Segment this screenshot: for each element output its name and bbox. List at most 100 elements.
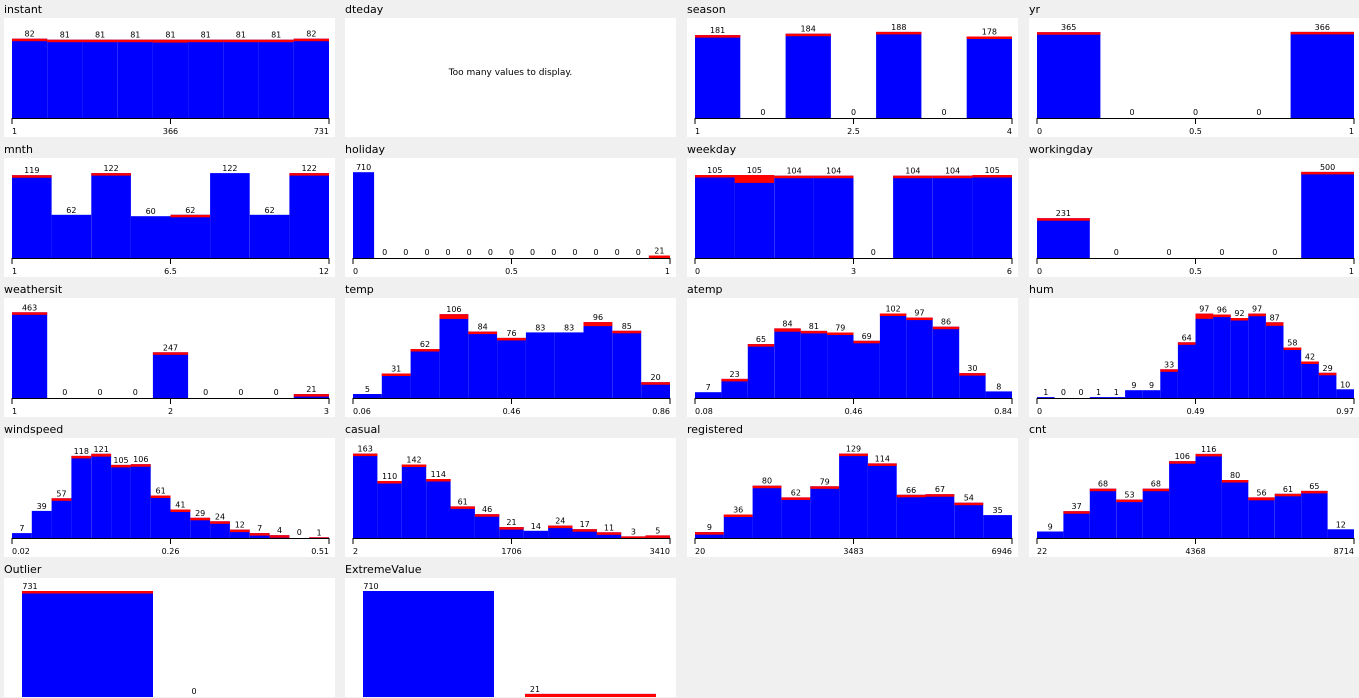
histogram-bar[interactable] xyxy=(450,506,475,538)
panel-weathersit[interactable]: weathersit 463 0 0 0 247 0 0 0 21 1 2 3 xyxy=(2,282,336,417)
histogram-bar[interactable] xyxy=(1221,480,1249,538)
histogram-bar[interactable] xyxy=(1125,390,1143,398)
histogram-bar[interactable] xyxy=(381,373,411,399)
histogram-bar[interactable] xyxy=(985,391,1012,398)
histogram-bar[interactable] xyxy=(1063,511,1090,538)
panel-casual[interactable]: casual 163 110 142 114 61 46 21 14 24 17 11 3 5 2 1706 3… xyxy=(343,422,677,557)
histogram-bar[interactable] xyxy=(695,532,724,538)
histogram-bar[interactable] xyxy=(612,330,642,398)
panel-instant[interactable]: instant 82 81 81 81 81 81 81 81 82 1 366 731 xyxy=(2,2,336,137)
histogram-bar[interactable] xyxy=(130,464,151,538)
histogram-bar[interactable] xyxy=(972,175,1012,258)
histogram-bar[interactable] xyxy=(695,392,722,398)
histogram-bar[interactable] xyxy=(867,463,897,538)
histogram-bar[interactable] xyxy=(721,378,748,398)
histogram-bar[interactable] xyxy=(1089,488,1117,538)
histogram-bar[interactable] xyxy=(1107,397,1125,398)
histogram-bar[interactable] xyxy=(1290,31,1354,118)
histogram-bar[interactable] xyxy=(1142,488,1170,538)
histogram-bar[interactable] xyxy=(1116,499,1143,538)
histogram-bar[interactable] xyxy=(1274,493,1302,538)
histogram-bar[interactable] xyxy=(188,39,224,119)
histogram-bar[interactable] xyxy=(810,486,840,538)
panel-holiday[interactable]: holiday 710 0 0 0 0 0 0 0 0 0 0 0 0 0 21 0 0.5 1 xyxy=(343,142,677,277)
histogram-bar[interactable] xyxy=(363,591,494,697)
histogram-bar[interactable] xyxy=(781,497,811,538)
histogram-bar[interactable] xyxy=(596,532,622,538)
histogram-bar[interactable] xyxy=(925,494,955,538)
histogram-bar[interactable] xyxy=(51,498,72,538)
histogram-bar[interactable] xyxy=(223,39,259,119)
histogram-bar[interactable] xyxy=(170,509,191,539)
panel-outlier[interactable]: Outlier 731 0 xyxy=(2,562,336,697)
histogram-bar[interactable] xyxy=(1248,497,1275,538)
histogram-bar[interactable] xyxy=(876,31,922,118)
histogram-bar[interactable] xyxy=(47,39,83,119)
histogram-bar[interactable] xyxy=(497,337,526,398)
panel-dteday[interactable]: dteday Too many values to display. xyxy=(343,2,677,137)
histogram-bar[interactable] xyxy=(401,464,427,539)
histogram-bar[interactable] xyxy=(774,328,801,398)
histogram-bar[interactable] xyxy=(1301,171,1354,258)
histogram-bar[interactable] xyxy=(170,214,211,258)
histogram-bar[interactable] xyxy=(932,175,973,258)
histogram-bar[interactable] xyxy=(410,349,440,398)
histogram-bar[interactable] xyxy=(111,464,131,538)
histogram-bar[interactable] xyxy=(22,591,153,697)
histogram-bar[interactable] xyxy=(723,514,753,539)
histogram-bar[interactable] xyxy=(827,332,854,399)
histogram-bar[interactable] xyxy=(747,344,775,398)
histogram-bar[interactable] xyxy=(353,394,382,398)
histogram-bar[interactable] xyxy=(1195,453,1222,538)
histogram-bar[interactable] xyxy=(893,175,933,258)
histogram-bar[interactable] xyxy=(12,312,48,398)
histogram-bar[interactable] xyxy=(774,175,814,258)
histogram-bar[interactable] xyxy=(91,173,131,258)
histogram-bar[interactable] xyxy=(554,332,584,398)
histogram-bar[interactable] xyxy=(293,38,329,119)
histogram-bar[interactable] xyxy=(695,35,741,118)
histogram-bar[interactable] xyxy=(1265,322,1284,398)
histogram-bar[interactable] xyxy=(734,175,775,258)
histogram-bar[interactable] xyxy=(12,533,32,538)
panel-yr[interactable]: yr 365 0 0 0 366 0 0.5 1 xyxy=(1027,2,1359,137)
histogram-bar[interactable] xyxy=(983,515,1012,538)
histogram-bar[interactable] xyxy=(1142,390,1161,398)
histogram-bar[interactable] xyxy=(190,517,211,538)
panel-workingday[interactable]: workingday 231 0 0 0 0 500 0 0.5 1 xyxy=(1027,142,1359,277)
histogram-bar[interactable] xyxy=(839,453,868,538)
histogram-bar[interactable] xyxy=(150,495,171,539)
histogram-bar[interactable] xyxy=(130,216,171,258)
histogram-bar[interactable] xyxy=(1177,342,1196,398)
histogram-bar[interactable] xyxy=(229,529,250,538)
histogram-bar[interactable] xyxy=(353,453,378,538)
histogram-bar[interactable] xyxy=(1248,313,1266,398)
histogram-bar[interactable] xyxy=(1213,314,1231,399)
histogram-bar[interactable] xyxy=(210,521,230,538)
histogram-bar[interactable] xyxy=(896,494,926,538)
histogram-bar[interactable] xyxy=(426,479,451,538)
histogram-bar[interactable] xyxy=(499,527,524,538)
histogram-bar[interactable] xyxy=(51,214,92,258)
histogram-bar[interactable] xyxy=(1160,369,1178,398)
histogram-bar[interactable] xyxy=(1301,361,1319,399)
histogram-bar[interactable] xyxy=(954,502,984,538)
histogram-bar[interactable] xyxy=(932,326,960,398)
histogram-bar[interactable] xyxy=(249,214,290,258)
histogram-bar[interactable] xyxy=(12,38,48,119)
histogram-bar[interactable] xyxy=(695,175,735,258)
histogram-bar[interactable] xyxy=(117,39,153,119)
histogram-bar[interactable] xyxy=(71,455,92,538)
histogram-bar[interactable] xyxy=(1327,529,1354,538)
histogram-bar[interactable] xyxy=(210,173,250,258)
histogram-bar[interactable] xyxy=(1037,218,1090,258)
histogram-bar[interactable] xyxy=(12,175,52,258)
panel-temp[interactable]: temp 5 31 62 106 84 76 83 83 96 85 20 0.06 0.46 0.86 xyxy=(343,282,677,417)
histogram-bar[interactable] xyxy=(91,453,112,538)
panel-weekday[interactable]: weekday 105 105 104 104 0 104 104 105 0 3 6 xyxy=(685,142,1019,277)
panel-cnt[interactable]: cnt 9 37 68 53 68 106 116 80 56 61 65 12 22 4368 8714 xyxy=(1027,422,1359,557)
histogram-bar[interactable] xyxy=(377,481,402,538)
histogram-bar[interactable] xyxy=(1169,461,1196,538)
histogram-bar[interactable] xyxy=(525,332,555,398)
histogram-bar[interactable] xyxy=(1318,372,1337,398)
